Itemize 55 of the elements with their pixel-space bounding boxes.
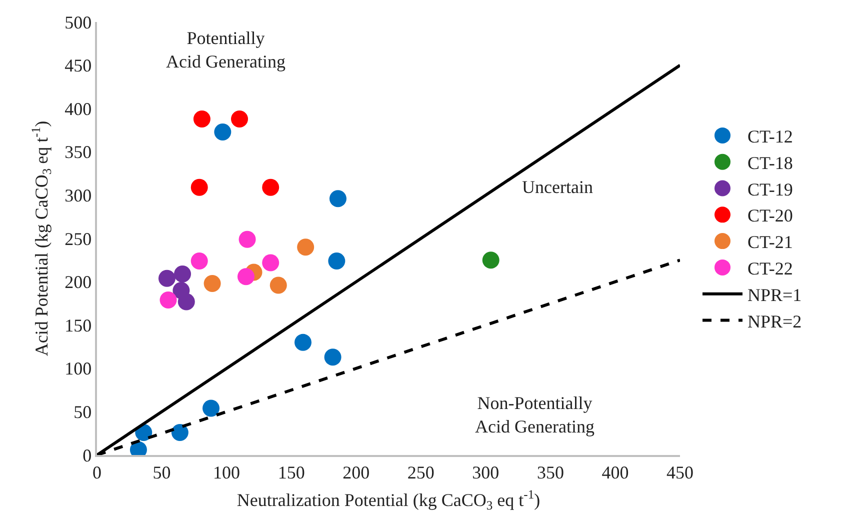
- y-tick-label: 350: [64, 142, 92, 162]
- legend-label: CT-21: [747, 232, 793, 252]
- point: [158, 270, 176, 287]
- y-tick-label: 500: [64, 12, 92, 32]
- legend-label: CT-19: [747, 179, 793, 200]
- point: [324, 348, 342, 366]
- x-tick-label: 400: [602, 462, 629, 482]
- point: [482, 252, 500, 269]
- x-tick-label: 450: [666, 462, 694, 482]
- point: [238, 268, 254, 286]
- x-tick-label: 100: [213, 462, 240, 482]
- y-tick-label: 150: [64, 315, 92, 336]
- point: [202, 400, 220, 417]
- point: [171, 424, 188, 441]
- annotation: Uncertain: [522, 177, 593, 197]
- point: [193, 110, 210, 128]
- x-tick-label: 300: [472, 462, 500, 482]
- x-tick-label: 250: [407, 462, 434, 482]
- x-tick-label: 350: [536, 462, 564, 482]
- point: [178, 293, 195, 310]
- legend-label: CT-20: [747, 206, 793, 226]
- point: [328, 252, 346, 270]
- point: [214, 123, 232, 140]
- point: [262, 254, 280, 272]
- point: [231, 110, 248, 128]
- y-tick-label: 100: [64, 358, 92, 379]
- y-tick-label: 300: [64, 186, 92, 206]
- point: [297, 238, 314, 256]
- y-tick-label: 400: [64, 98, 92, 119]
- y-tick-label: 200: [64, 272, 92, 292]
- x-tick-label: 150: [278, 462, 305, 482]
- point: [204, 275, 221, 292]
- point: [270, 276, 287, 294]
- point: [329, 190, 346, 208]
- point: [294, 334, 312, 351]
- x-axis-title: Neutralization Potential (kg CaCO$_{3}$ eq t$^{-1}$): [236, 487, 540, 513]
- annotation: Non-Potentially Acid Generating: [475, 393, 594, 436]
- legend-label: NPR=2: [747, 311, 802, 332]
- legend-label: NPR=1: [747, 284, 802, 305]
- point: [238, 230, 256, 248]
- point: [160, 291, 177, 308]
- x-tick-label: 200: [342, 462, 370, 482]
- y-tick-label: 250: [64, 228, 92, 249]
- point: [190, 178, 208, 196]
- point: [190, 252, 208, 270]
- y-tick-label: 0: [82, 445, 92, 466]
- legend-label: CT-22: [747, 258, 793, 278]
- point: [262, 178, 280, 196]
- x-tick-label: 50: [152, 462, 171, 482]
- legend-label: CT-18: [747, 152, 793, 173]
- annotation: Potentially Acid Generating: [166, 28, 286, 72]
- legend-label: CT-12: [747, 126, 793, 146]
- y-tick-label: 450: [64, 56, 92, 76]
- y-tick-label: 50: [74, 402, 92, 422]
- point: [174, 266, 192, 282]
